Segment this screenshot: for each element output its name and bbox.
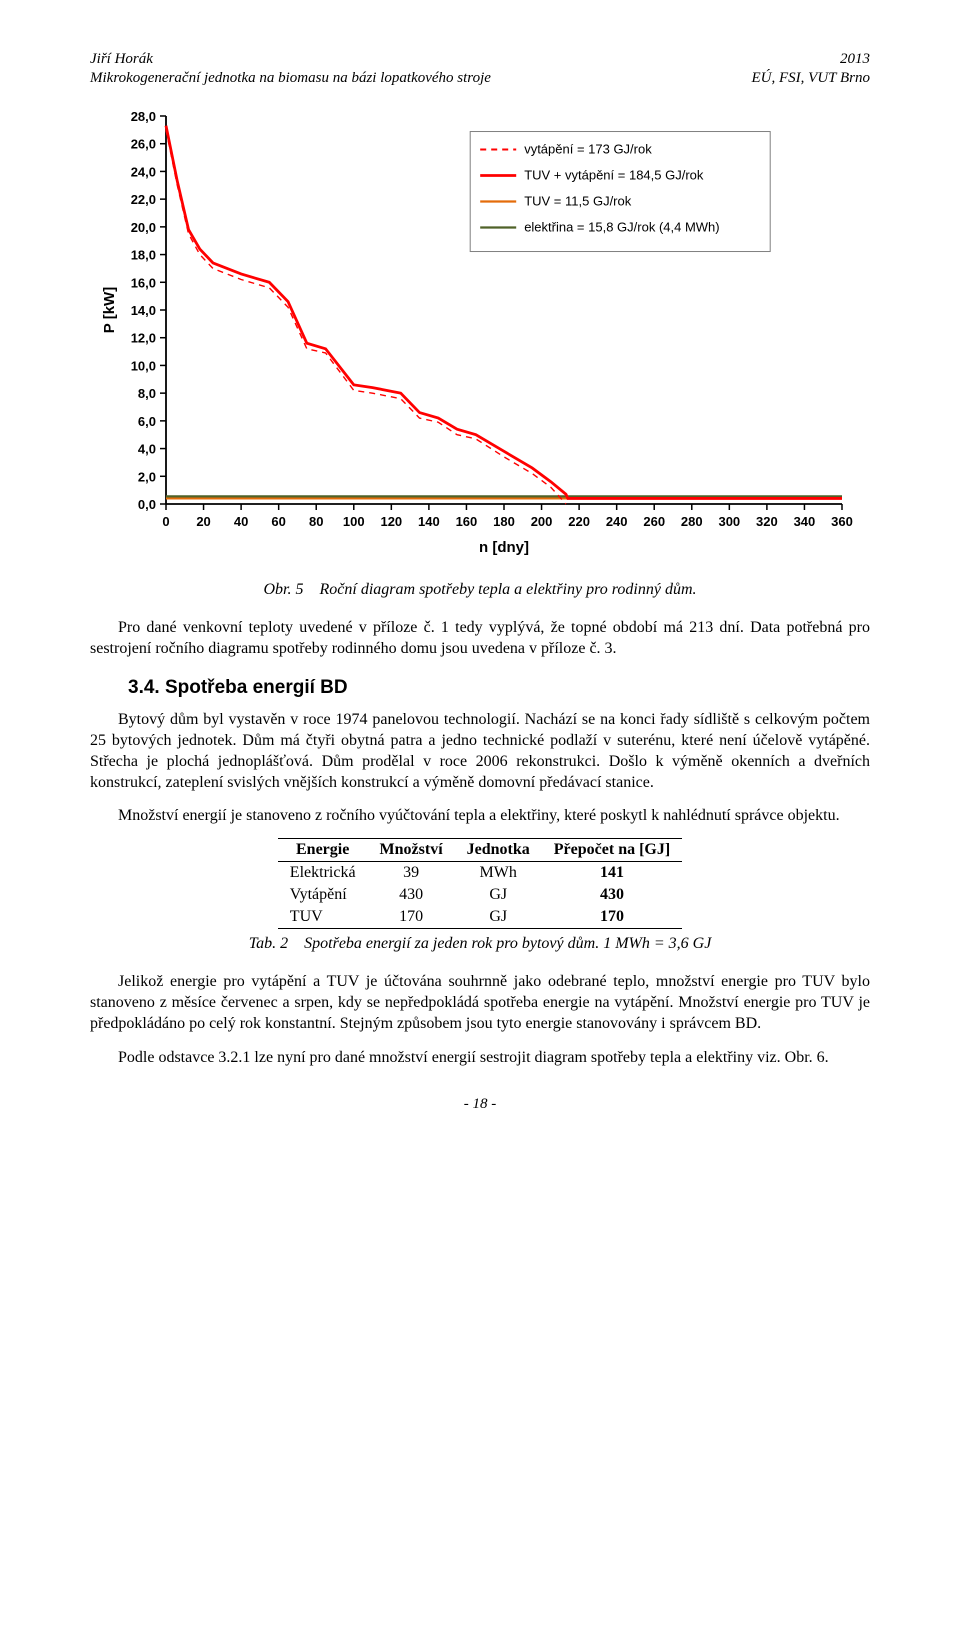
svg-text:26,0: 26,0 xyxy=(131,136,156,151)
svg-text:20,0: 20,0 xyxy=(131,219,156,234)
svg-text:0: 0 xyxy=(162,514,169,529)
table-caption: Tab. 2 Spotřeba energií za jeden rok pro… xyxy=(90,935,870,953)
table-col-1: Množství xyxy=(368,839,455,862)
svg-text:140: 140 xyxy=(418,514,440,529)
chart-caption-text: Roční diagram spotřeby tepla a elektřiny… xyxy=(320,581,697,598)
paragraph-2: Bytový dům byl vystavěn v roce 1974 pane… xyxy=(90,709,870,793)
table-cell: GJ xyxy=(455,906,542,929)
svg-text:vytápění = 173 GJ/rok: vytápění = 173 GJ/rok xyxy=(524,141,652,156)
header-inst: EÚ, FSI, VUT Brno xyxy=(752,69,870,88)
energy-table: EnergieMnožstvíJednotkaPřepočet na [GJ] … xyxy=(278,838,682,929)
table-caption-label: Tab. 2 xyxy=(249,935,288,952)
paragraph-4: Jelikož energie pro vytápění a TUV je úč… xyxy=(90,971,870,1034)
svg-text:360: 360 xyxy=(831,514,853,529)
svg-text:n [dny]: n [dny] xyxy=(479,539,529,556)
table-cell: Elektrická xyxy=(278,862,368,885)
svg-text:18,0: 18,0 xyxy=(131,247,156,262)
page-header: Jiří Horák Mikrokogenerační jednotka na … xyxy=(90,50,870,88)
page-number: - 18 - xyxy=(90,1096,870,1113)
diagram-chart: 0,0 2,0 4,0 6,0 8,0 10,0 12,0 14,0 16,0 18,0 20,0 2… xyxy=(96,106,864,571)
table-col-0: Energie xyxy=(278,839,368,862)
table-cell: 141 xyxy=(542,862,682,885)
svg-text:340: 340 xyxy=(794,514,816,529)
table-cell: 170 xyxy=(368,906,455,929)
svg-text:320: 320 xyxy=(756,514,778,529)
table-cell: 430 xyxy=(542,884,682,906)
svg-text:22,0: 22,0 xyxy=(131,192,156,207)
svg-text:280: 280 xyxy=(681,514,703,529)
svg-text:28,0: 28,0 xyxy=(131,109,156,124)
header-subtitle: Mikrokogenerační jednotka na biomasu na … xyxy=(90,69,491,88)
svg-text:14,0: 14,0 xyxy=(131,303,156,318)
svg-text:100: 100 xyxy=(343,514,365,529)
header-year: 2013 xyxy=(752,50,870,69)
svg-text:elektřina = 15,8 GJ/rok (4,4 M: elektřina = 15,8 GJ/rok (4,4 MWh) xyxy=(524,219,719,234)
svg-text:P [kW]: P [kW] xyxy=(101,286,118,332)
table-cell: GJ xyxy=(455,884,542,906)
table-col-3: Přepočet na [GJ] xyxy=(542,839,682,862)
svg-text:0,0: 0,0 xyxy=(138,497,156,512)
table-cell: Vytápění xyxy=(278,884,368,906)
svg-text:20: 20 xyxy=(196,514,210,529)
chart-caption-label: Obr. 5 xyxy=(264,581,304,598)
svg-text:TUV + vytápění = 184,5 GJ/rok: TUV + vytápění = 184,5 GJ/rok xyxy=(524,167,704,182)
svg-text:24,0: 24,0 xyxy=(131,164,156,179)
table-cell: MWh xyxy=(455,862,542,885)
chart-svg: 0,0 2,0 4,0 6,0 8,0 10,0 12,0 14,0 16,0 18,0 20,0 2… xyxy=(96,106,856,566)
svg-text:260: 260 xyxy=(643,514,665,529)
svg-text:16,0: 16,0 xyxy=(131,275,156,290)
svg-text:4,0: 4,0 xyxy=(138,441,156,456)
header-author: Jiří Horák xyxy=(90,50,491,69)
paragraph-3: Množství energií je stanoveno z ročního … xyxy=(90,805,870,826)
svg-text:220: 220 xyxy=(568,514,590,529)
svg-text:8,0: 8,0 xyxy=(138,386,156,401)
svg-text:10,0: 10,0 xyxy=(131,358,156,373)
chart-caption: Obr. 5 Roční diagram spotřeby tepla a el… xyxy=(90,581,870,599)
svg-text:60: 60 xyxy=(271,514,285,529)
paragraph-1: Pro dané venkovní teploty uvedené v příl… xyxy=(90,617,870,659)
paragraph-5: Podle odstavce 3.2.1 lze nyní pro dané m… xyxy=(90,1047,870,1068)
svg-text:160: 160 xyxy=(456,514,478,529)
svg-text:40: 40 xyxy=(234,514,248,529)
svg-text:12,0: 12,0 xyxy=(131,330,156,345)
table-cell: 170 xyxy=(542,906,682,929)
svg-text:300: 300 xyxy=(718,514,740,529)
table-caption-text: Spotřeba energií za jeden rok pro bytový… xyxy=(304,935,711,952)
section-title: 3.4. Spotřeba energií BD xyxy=(128,677,870,699)
svg-text:6,0: 6,0 xyxy=(138,413,156,428)
table-col-2: Jednotka xyxy=(455,839,542,862)
svg-text:240: 240 xyxy=(606,514,628,529)
svg-text:80: 80 xyxy=(309,514,323,529)
svg-text:2,0: 2,0 xyxy=(138,469,156,484)
svg-text:TUV = 11,5 GJ/rok: TUV = 11,5 GJ/rok xyxy=(524,193,632,208)
svg-text:180: 180 xyxy=(493,514,515,529)
svg-text:200: 200 xyxy=(531,514,553,529)
table-cell: 430 xyxy=(368,884,455,906)
svg-text:120: 120 xyxy=(380,514,402,529)
table-cell: 39 xyxy=(368,862,455,885)
table-cell: TUV xyxy=(278,906,368,929)
